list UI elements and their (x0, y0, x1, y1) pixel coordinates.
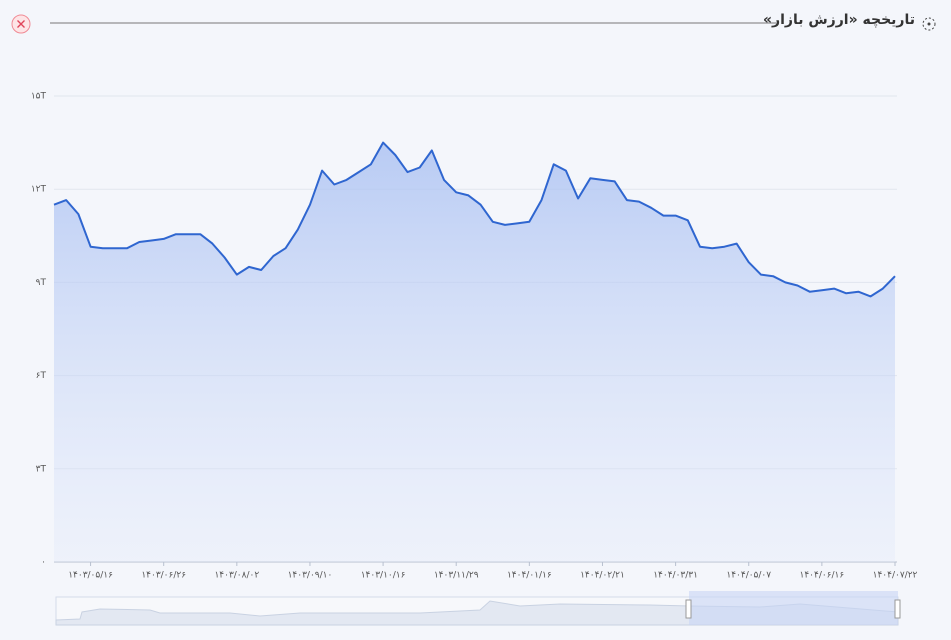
y-tick-label: ۱۲T (31, 185, 47, 195)
navigator-handle[interactable] (685, 599, 692, 619)
x-tick-label: ۱۴۰۴/۰۷/۲۲ (873, 571, 918, 581)
x-tick-label: ۱۴۰۴/۰۶/۱۶ (799, 571, 844, 581)
x-tick-label: ۱۴۰۳/۰۶/۲۶ (141, 571, 186, 581)
close-icon (17, 20, 25, 28)
y-tick-label: ۳T (36, 464, 47, 474)
x-tick-label: ۱۴۰۳/۱۰/۱۶ (361, 571, 406, 581)
x-tick-label: ۱۴۰۳/۰۹/۱۰ (288, 571, 333, 581)
area (54, 142, 895, 562)
x-tick-label: ۱۴۰۴/۰۳/۳۱ (653, 571, 698, 581)
navigator-window[interactable] (689, 591, 898, 625)
title-icon-dot (927, 22, 931, 26)
x-tick-label: ۱۴۰۴/۰۵/۰۷ (726, 571, 771, 581)
navigator (55, 591, 901, 626)
navigator-handle[interactable] (894, 599, 901, 619)
title-icon (922, 17, 936, 31)
y-tick-label: ۹T (36, 278, 47, 288)
line (53, 141, 896, 298)
x-tick-label: ۱۴۰۳/۱۱/۲۹ (434, 571, 479, 581)
x-tick-label: ۱۴۰۳/۰۸/۰۲ (214, 571, 259, 581)
x-tick-label: ۱۴۰۳/۰۵/۱۶ (68, 571, 113, 581)
y-tick-label: ۶T (36, 371, 47, 381)
x-tick-label: ۱۴۰۴/۰۲/۲۱ (580, 571, 625, 581)
chart-title: تاریخچه «ارزش بازار» (762, 12, 915, 28)
y-tick-label: ۱۵T (31, 92, 47, 102)
y-tick-label: ۰ (41, 558, 46, 568)
x-tick-label: ۱۴۰۴/۰۱/۱۶ (507, 571, 552, 581)
